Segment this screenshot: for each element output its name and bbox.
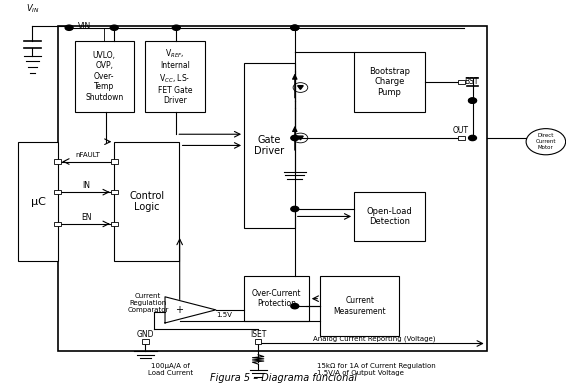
Text: UVLO,
OVP,
Over-
Temp
Shutdown: UVLO, OVP, Over- Temp Shutdown — [85, 51, 124, 102]
Bar — [111, 159, 117, 164]
Circle shape — [291, 25, 299, 30]
Text: +: + — [175, 305, 183, 315]
Polygon shape — [298, 136, 303, 140]
Text: BST: BST — [464, 78, 479, 86]
Circle shape — [291, 207, 299, 212]
Bar — [142, 339, 149, 344]
Text: GND: GND — [137, 330, 154, 339]
Circle shape — [468, 98, 476, 103]
Text: EN: EN — [81, 213, 91, 222]
Bar — [111, 222, 117, 226]
Circle shape — [291, 303, 299, 309]
Bar — [111, 190, 117, 195]
Text: Current
Measurement: Current Measurement — [333, 296, 386, 316]
Text: Control
Logic: Control Logic — [129, 191, 164, 212]
Text: Open-Load
Detection: Open-Load Detection — [366, 207, 412, 226]
Text: Analog Current Reporting (Voltage): Analog Current Reporting (Voltage) — [312, 336, 435, 342]
Bar — [255, 339, 261, 344]
Text: $V_{IN}$: $V_{IN}$ — [26, 2, 39, 15]
Circle shape — [111, 25, 118, 30]
FancyBboxPatch shape — [320, 276, 399, 336]
FancyBboxPatch shape — [354, 192, 425, 241]
Bar — [458, 136, 464, 140]
Text: Current
Regulation
Comparator: Current Regulation Comparator — [128, 293, 169, 313]
FancyBboxPatch shape — [354, 52, 425, 112]
Circle shape — [291, 25, 299, 30]
Circle shape — [172, 25, 180, 30]
Polygon shape — [298, 86, 303, 90]
FancyBboxPatch shape — [145, 41, 205, 112]
Circle shape — [65, 25, 73, 30]
Text: V$_{REF}$,
Internal
V$_{CC}$, LS-
FET Gate
Driver: V$_{REF}$, Internal V$_{CC}$, LS- FET Ga… — [158, 47, 192, 105]
Text: nFAULT: nFAULT — [75, 152, 100, 158]
Text: μC: μC — [31, 196, 45, 207]
Bar — [54, 159, 61, 164]
FancyBboxPatch shape — [244, 276, 309, 321]
Text: Gate
Driver: Gate Driver — [255, 135, 285, 156]
Text: OUT: OUT — [453, 126, 469, 135]
FancyBboxPatch shape — [114, 142, 179, 261]
Text: Direct
Current
Motor: Direct Current Motor — [536, 134, 556, 150]
FancyBboxPatch shape — [244, 63, 295, 228]
Text: 1.5V: 1.5V — [217, 312, 232, 318]
Bar — [54, 222, 61, 226]
Polygon shape — [165, 297, 216, 323]
Text: ISET: ISET — [250, 330, 266, 339]
Text: VIN: VIN — [78, 22, 91, 31]
Circle shape — [291, 135, 299, 141]
FancyBboxPatch shape — [58, 26, 486, 351]
Bar — [54, 190, 61, 195]
Bar — [458, 80, 464, 84]
Text: IN: IN — [82, 181, 90, 190]
Circle shape — [468, 98, 476, 103]
Text: Figura 5 – Diagrama funcional: Figura 5 – Diagrama funcional — [210, 373, 357, 383]
Text: Over-Current
Protection: Over-Current Protection — [252, 289, 301, 308]
Text: 15kΩ for 1A of Current Regulation
1.5V/A of Output Voltage: 15kΩ for 1A of Current Regulation 1.5V/A… — [318, 363, 436, 376]
FancyBboxPatch shape — [75, 41, 134, 112]
Text: Bootstrap
Charge
Pump: Bootstrap Charge Pump — [369, 67, 410, 97]
FancyBboxPatch shape — [18, 142, 58, 261]
Text: 100μA/A of
Load Current: 100μA/A of Load Current — [148, 363, 193, 376]
Circle shape — [468, 135, 476, 141]
